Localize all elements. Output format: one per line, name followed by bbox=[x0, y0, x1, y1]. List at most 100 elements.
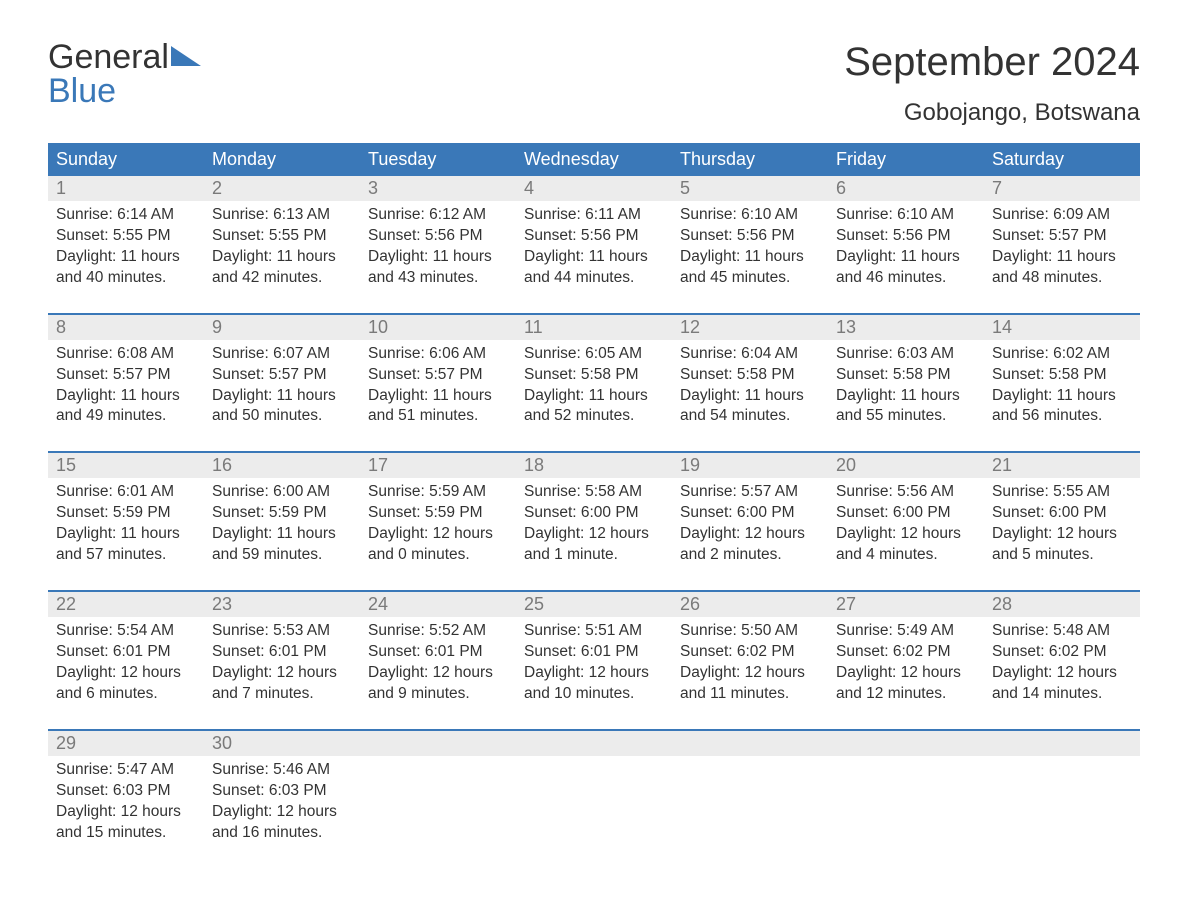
daylight-text-2: and 11 minutes. bbox=[680, 684, 820, 705]
daylight-text-1: Daylight: 12 hours bbox=[524, 524, 664, 545]
day-cell: Sunrise: 5:56 AMSunset: 6:00 PMDaylight:… bbox=[828, 478, 984, 584]
daylight-text-2: and 43 minutes. bbox=[368, 268, 508, 289]
sunset-text: Sunset: 5:56 PM bbox=[368, 226, 508, 247]
day-cell: Sunrise: 5:58 AMSunset: 6:00 PMDaylight:… bbox=[516, 478, 672, 584]
daylight-text-1: Daylight: 12 hours bbox=[680, 663, 820, 684]
brand-logo: General Blue bbox=[48, 40, 201, 108]
day-body-row: Sunrise: 5:47 AMSunset: 6:03 PMDaylight:… bbox=[48, 756, 1140, 862]
sunset-text: Sunset: 5:57 PM bbox=[368, 365, 508, 386]
day-cell: Sunrise: 6:02 AMSunset: 5:58 PMDaylight:… bbox=[984, 340, 1140, 446]
day-number: 30 bbox=[204, 731, 360, 756]
sunrise-text: Sunrise: 6:10 AM bbox=[836, 205, 976, 226]
sunset-text: Sunset: 6:01 PM bbox=[524, 642, 664, 663]
day-number: 23 bbox=[204, 592, 360, 617]
day-cell: Sunrise: 6:08 AMSunset: 5:57 PMDaylight:… bbox=[48, 340, 204, 446]
sunrise-text: Sunrise: 5:47 AM bbox=[56, 760, 196, 781]
sunrise-text: Sunrise: 5:56 AM bbox=[836, 482, 976, 503]
day-number: 16 bbox=[204, 453, 360, 478]
daylight-text-1: Daylight: 12 hours bbox=[992, 524, 1132, 545]
sunrise-text: Sunrise: 6:09 AM bbox=[992, 205, 1132, 226]
daylight-text-1: Daylight: 11 hours bbox=[368, 247, 508, 268]
sunrise-text: Sunrise: 6:00 AM bbox=[212, 482, 352, 503]
sunset-text: Sunset: 5:58 PM bbox=[992, 365, 1132, 386]
location-label: Gobojango, Botswana bbox=[844, 99, 1140, 127]
day-number: 20 bbox=[828, 453, 984, 478]
sunset-text: Sunset: 6:03 PM bbox=[212, 781, 352, 802]
daylight-text-2: and 15 minutes. bbox=[56, 823, 196, 844]
daylight-text-1: Daylight: 11 hours bbox=[992, 247, 1132, 268]
sunrise-text: Sunrise: 5:51 AM bbox=[524, 621, 664, 642]
day-body-row: Sunrise: 6:08 AMSunset: 5:57 PMDaylight:… bbox=[48, 340, 1140, 446]
sunset-text: Sunset: 5:56 PM bbox=[680, 226, 820, 247]
sunset-text: Sunset: 6:01 PM bbox=[212, 642, 352, 663]
daylight-text-2: and 1 minute. bbox=[524, 545, 664, 566]
daylight-text-1: Daylight: 11 hours bbox=[836, 386, 976, 407]
sunset-text: Sunset: 5:57 PM bbox=[212, 365, 352, 386]
day-number: 9 bbox=[204, 315, 360, 340]
daynum-row: 1234567 bbox=[48, 176, 1140, 201]
day-number: 22 bbox=[48, 592, 204, 617]
weekday-sat: Saturday bbox=[984, 143, 1140, 176]
sunset-text: Sunset: 6:02 PM bbox=[680, 642, 820, 663]
daylight-text-1: Daylight: 12 hours bbox=[680, 524, 820, 545]
daynum-row: 15161718192021 bbox=[48, 453, 1140, 478]
daylight-text-2: and 49 minutes. bbox=[56, 406, 196, 427]
day-number: 18 bbox=[516, 453, 672, 478]
week-row: 15161718192021Sunrise: 6:01 AMSunset: 5:… bbox=[48, 451, 1140, 584]
day-number: 1 bbox=[48, 176, 204, 201]
weekday-wed: Wednesday bbox=[516, 143, 672, 176]
day-cell: Sunrise: 6:07 AMSunset: 5:57 PMDaylight:… bbox=[204, 340, 360, 446]
sunrise-text: Sunrise: 6:14 AM bbox=[56, 205, 196, 226]
day-number: 21 bbox=[984, 453, 1140, 478]
daylight-text-2: and 7 minutes. bbox=[212, 684, 352, 705]
day-cell: Sunrise: 6:11 AMSunset: 5:56 PMDaylight:… bbox=[516, 201, 672, 307]
day-cell: Sunrise: 6:10 AMSunset: 5:56 PMDaylight:… bbox=[672, 201, 828, 307]
daynum-row: 22232425262728 bbox=[48, 592, 1140, 617]
sunset-text: Sunset: 5:59 PM bbox=[368, 503, 508, 524]
day-number: 4 bbox=[516, 176, 672, 201]
sunset-text: Sunset: 5:57 PM bbox=[992, 226, 1132, 247]
sunset-text: Sunset: 5:56 PM bbox=[836, 226, 976, 247]
sunrise-text: Sunrise: 5:52 AM bbox=[368, 621, 508, 642]
daylight-text-1: Daylight: 11 hours bbox=[680, 247, 820, 268]
daylight-text-1: Daylight: 12 hours bbox=[56, 663, 196, 684]
title-block: September 2024 Gobojango, Botswana bbox=[844, 40, 1140, 137]
weekday-thu: Thursday bbox=[672, 143, 828, 176]
daylight-text-1: Daylight: 11 hours bbox=[524, 247, 664, 268]
daylight-text-2: and 57 minutes. bbox=[56, 545, 196, 566]
daylight-text-2: and 10 minutes. bbox=[524, 684, 664, 705]
day-cell: Sunrise: 6:13 AMSunset: 5:55 PMDaylight:… bbox=[204, 201, 360, 307]
daylight-text-2: and 46 minutes. bbox=[836, 268, 976, 289]
day-cell: Sunrise: 5:47 AMSunset: 6:03 PMDaylight:… bbox=[48, 756, 204, 862]
daylight-text-1: Daylight: 11 hours bbox=[836, 247, 976, 268]
day-number: 3 bbox=[360, 176, 516, 201]
day-number: 5 bbox=[672, 176, 828, 201]
day-cell: Sunrise: 5:49 AMSunset: 6:02 PMDaylight:… bbox=[828, 617, 984, 723]
sunset-text: Sunset: 5:59 PM bbox=[212, 503, 352, 524]
day-number: 29 bbox=[48, 731, 204, 756]
page-header: General Blue September 2024 Gobojango, B… bbox=[48, 40, 1140, 137]
sunrise-text: Sunrise: 6:05 AM bbox=[524, 344, 664, 365]
day-number bbox=[672, 731, 828, 756]
sunset-text: Sunset: 5:58 PM bbox=[836, 365, 976, 386]
sunrise-text: Sunrise: 5:54 AM bbox=[56, 621, 196, 642]
weekday-header: Sunday Monday Tuesday Wednesday Thursday… bbox=[48, 143, 1140, 176]
day-number: 6 bbox=[828, 176, 984, 201]
brand-line1: General bbox=[48, 40, 169, 74]
day-cell: Sunrise: 5:50 AMSunset: 6:02 PMDaylight:… bbox=[672, 617, 828, 723]
daylight-text-1: Daylight: 11 hours bbox=[212, 247, 352, 268]
day-body-row: Sunrise: 6:01 AMSunset: 5:59 PMDaylight:… bbox=[48, 478, 1140, 584]
daylight-text-1: Daylight: 11 hours bbox=[56, 524, 196, 545]
day-number bbox=[360, 731, 516, 756]
day-cell: Sunrise: 6:10 AMSunset: 5:56 PMDaylight:… bbox=[828, 201, 984, 307]
sunset-text: Sunset: 6:02 PM bbox=[836, 642, 976, 663]
daylight-text-1: Daylight: 12 hours bbox=[992, 663, 1132, 684]
daylight-text-2: and 59 minutes. bbox=[212, 545, 352, 566]
day-cell: Sunrise: 5:55 AMSunset: 6:00 PMDaylight:… bbox=[984, 478, 1140, 584]
daylight-text-2: and 42 minutes. bbox=[212, 268, 352, 289]
day-number: 13 bbox=[828, 315, 984, 340]
day-number bbox=[516, 731, 672, 756]
day-number bbox=[984, 731, 1140, 756]
day-number: 2 bbox=[204, 176, 360, 201]
daynum-row: 891011121314 bbox=[48, 315, 1140, 340]
